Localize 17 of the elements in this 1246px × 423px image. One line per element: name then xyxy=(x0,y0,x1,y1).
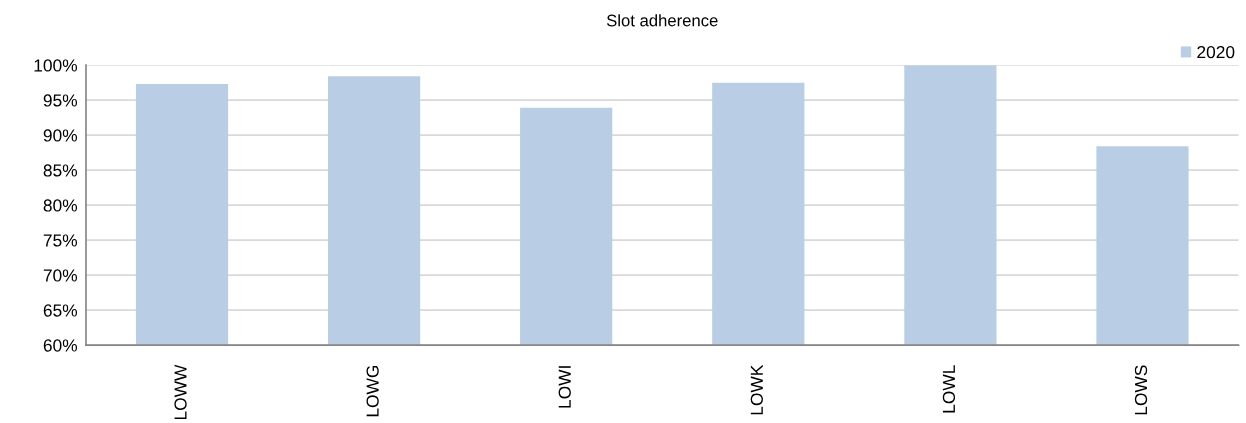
y-tick-label: 80% xyxy=(43,199,78,212)
y-tick-label: 90% xyxy=(43,129,78,142)
y-tick-label: 85% xyxy=(43,164,78,177)
y-tick-label: 100% xyxy=(34,59,78,72)
chart-title: Slot adherence xyxy=(606,14,718,27)
x-tick-label: LOWW xyxy=(174,364,187,420)
y-tick-label: 95% xyxy=(43,94,78,107)
y-tick-label: 65% xyxy=(43,304,78,317)
legend-label: 2020 xyxy=(1197,45,1235,59)
x-tick-label: LOWK xyxy=(750,364,763,415)
x-tick-label: LOWS xyxy=(1134,365,1148,415)
y-tick-label: 75% xyxy=(43,234,78,247)
y-tick-label: 70% xyxy=(43,269,78,282)
x-tick-label: LOWL xyxy=(942,365,956,413)
y-tick-label: 60% xyxy=(43,339,78,352)
x-tick-label: LOWI xyxy=(558,366,571,408)
x-tick-label: LOWG xyxy=(366,365,379,417)
